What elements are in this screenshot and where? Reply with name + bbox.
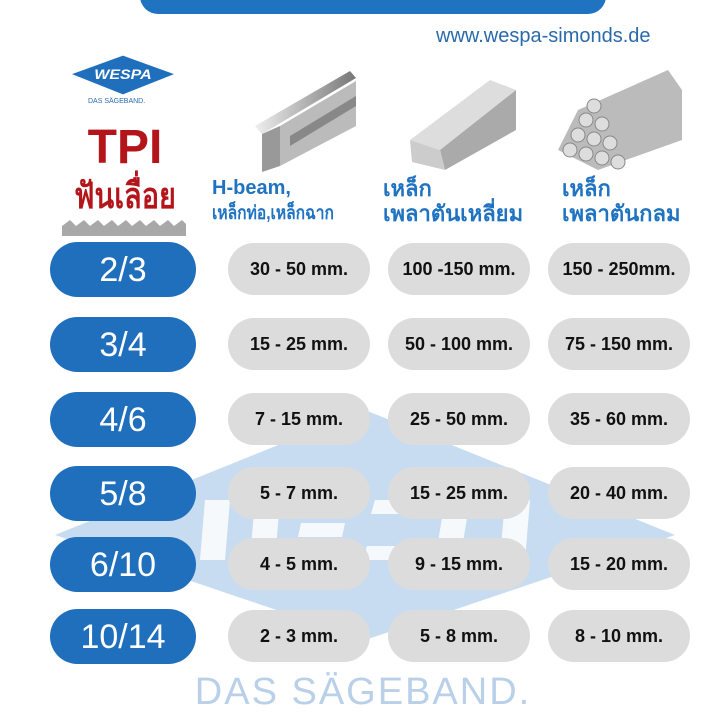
tpi-badge: 10/14	[50, 609, 196, 664]
size-range-cell: 4 - 5 mm.	[228, 538, 370, 590]
column-header-hbeam: H-beam, เหล็กท่อ,เหล็กฉาก	[212, 176, 377, 226]
tpi-badge: 5/8	[50, 466, 196, 521]
tpi-badge: 2/3	[50, 242, 196, 297]
header-line: เพลาตันเหลี่ยม	[383, 201, 524, 226]
size-range-cell: 75 - 150 mm.	[548, 318, 690, 370]
size-range-cell: 30 - 50 mm.	[228, 243, 370, 295]
size-range-cell: 5 - 7 mm.	[228, 467, 370, 519]
size-range-cell: 15 - 25 mm.	[388, 467, 530, 519]
header-line: เหล็ก	[562, 176, 611, 201]
saw-teeth-icon	[62, 220, 186, 236]
header-line: เหล็กท่อ,เหล็กฉาก	[212, 203, 334, 224]
website-url[interactable]: www.wespa-simonds.de	[436, 25, 651, 47]
size-range-cell: 8 - 10 mm.	[548, 610, 690, 662]
header-line: H-beam,	[212, 177, 291, 199]
size-range-cell: 25 - 50 mm.	[388, 393, 530, 445]
size-range-cell: 100 -150 mm.	[388, 243, 530, 295]
size-range-cell: 35 - 60 mm.	[548, 393, 690, 445]
column-header-square-bar: เหล็ก เพลาตันเหลี่ยม	[383, 176, 523, 226]
tpi-badge: 3/4	[50, 317, 196, 372]
size-range-cell: 50 - 100 mm.	[388, 318, 530, 370]
size-range-cell: 15 - 20 mm.	[548, 538, 690, 590]
tpi-badge: 4/6	[50, 392, 196, 447]
tpi-title: TPI	[87, 121, 163, 174]
wespa-logo: WESPA	[72, 55, 174, 95]
round-bar-image	[558, 70, 682, 170]
tpi-subtitle: ฟันเลื่อย	[74, 175, 176, 216]
header-line: เหล็ก	[383, 176, 432, 201]
logo-tagline: DAS SÄGEBAND.	[88, 98, 146, 105]
footer-tagline: DAS SÄGEBAND.	[194, 671, 532, 713]
size-range-cell: 5 - 8 mm.	[388, 610, 530, 662]
h-beam-image	[255, 71, 356, 172]
tpi-badge: 6/10	[50, 537, 196, 592]
size-range-cell: 15 - 25 mm.	[228, 318, 370, 370]
column-header-round-bar: เหล็ก เพลาตันกลม	[562, 176, 681, 226]
square-bar-image	[410, 80, 516, 170]
top-banner	[140, 0, 606, 14]
size-range-cell: 9 - 15 mm.	[388, 538, 530, 590]
svg-text:WESPA: WESPA	[94, 68, 151, 83]
header-line: เพลาตันกลม	[562, 201, 681, 226]
size-range-cell: 2 - 3 mm.	[228, 610, 370, 662]
size-range-cell: 150 - 250mm.	[548, 243, 690, 295]
size-range-cell: 20 - 40 mm.	[548, 467, 690, 519]
size-range-cell: 7 - 15 mm.	[228, 393, 370, 445]
